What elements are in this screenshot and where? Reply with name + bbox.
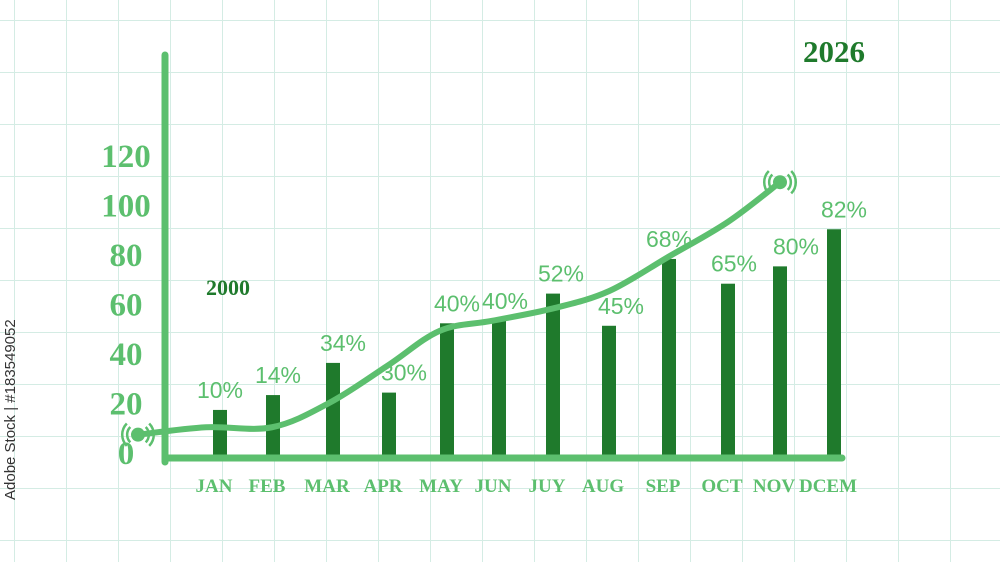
data-label: 40%: [434, 290, 480, 316]
y-tick-label: 120: [101, 139, 151, 175]
watermark: Adobe Stock | #183549052: [2, 319, 19, 501]
x-tick-label: AUG: [582, 476, 624, 497]
data-label: 14%: [255, 362, 301, 388]
bar: [326, 362, 340, 455]
x-tick-label: DCEM: [799, 476, 857, 497]
data-label: 34%: [320, 330, 366, 356]
y-tick-label: 100: [101, 189, 151, 225]
y-tick-label: 20: [110, 387, 143, 423]
data-label: 10%: [197, 377, 243, 403]
end-marker: [762, 170, 798, 195]
bar: [662, 258, 676, 455]
trend-line: [135, 179, 783, 441]
x-tick-label: JUY: [529, 476, 566, 497]
y-axis-ticks: 0 20 40 60 80 100 120: [101, 139, 151, 472]
bar: [827, 229, 841, 455]
data-label: 82%: [821, 196, 867, 222]
trend-markers: [120, 170, 798, 447]
x-tick-label: JUN: [475, 476, 512, 497]
end-year-label: 2026: [803, 34, 865, 69]
y-tick-label: 0: [118, 436, 135, 472]
y-tick-label: 60: [110, 288, 143, 324]
bar: [492, 320, 506, 455]
data-label: 40%: [482, 288, 528, 314]
x-tick-label: SEP: [646, 476, 681, 497]
y-tick-label: 80: [110, 238, 143, 274]
x-tick-label: APR: [363, 476, 402, 497]
start-year-label: 2000: [206, 275, 250, 300]
data-label: 80%: [773, 233, 819, 259]
data-label: 65%: [711, 251, 757, 277]
bar: [440, 323, 454, 455]
bar: [213, 409, 227, 455]
bar: [602, 325, 616, 455]
x-tick-label: JAN: [196, 476, 233, 497]
x-tick-label: MAR: [304, 476, 350, 497]
y-tick-label: 40: [110, 337, 143, 373]
data-label: 45%: [598, 293, 644, 319]
data-label: 52%: [538, 261, 584, 287]
x-tick-label: NOV: [753, 476, 796, 497]
x-tick-label: MAY: [419, 476, 463, 497]
bars: [213, 229, 841, 455]
bar: [721, 283, 735, 455]
data-labels: 10% 14% 34% 30% 40% 40% 52% 45% 68% 65% 80%82%: [197, 196, 867, 403]
bar: [773, 266, 787, 455]
bar: [382, 392, 396, 455]
x-tick-label: OCT: [701, 476, 743, 497]
data-label: 68%: [646, 226, 692, 252]
x-axis-ticks: JAN FEB MAR APR MAY JUN JUY AUG SEP OCT NOV DCEM: [196, 476, 858, 497]
data-label: 30%: [381, 360, 427, 386]
start-marker: [120, 422, 156, 447]
bar: [546, 293, 560, 455]
x-tick-label: FEB: [249, 476, 286, 497]
